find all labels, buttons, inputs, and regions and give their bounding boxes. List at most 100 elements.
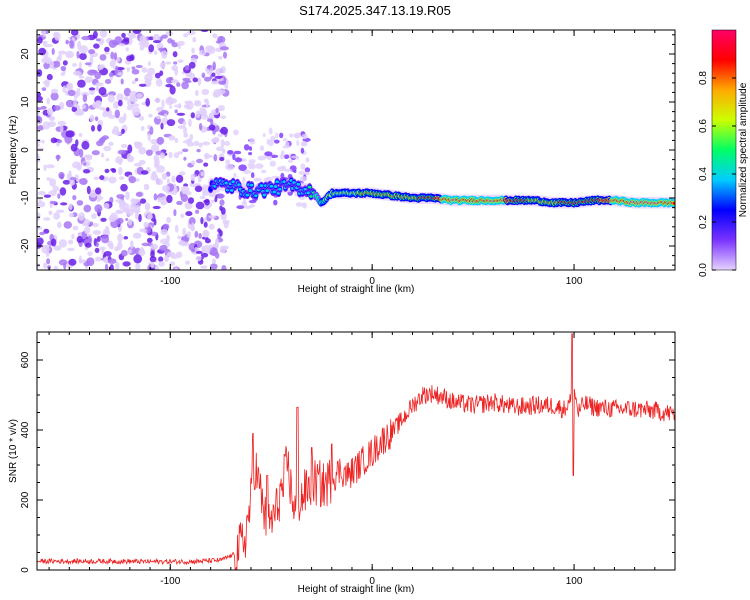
noise-blob: [288, 133, 294, 138]
noise-blob: [104, 79, 112, 84]
noise-blob: [77, 79, 86, 88]
noise-blob: [170, 79, 179, 84]
noise-blob: [155, 78, 163, 87]
noise-blob: [76, 88, 81, 97]
noise-blob: [184, 80, 192, 83]
noise-blob: [65, 130, 75, 138]
noise-blob: [68, 258, 77, 266]
noise-blob: [37, 237, 44, 246]
noise-blob: [43, 194, 52, 198]
spectrogram-x-ticks: -100 0 100: [48, 30, 676, 287]
noise-blob: [72, 63, 77, 67]
noise-blob: [94, 247, 100, 253]
noise-blob: [132, 232, 142, 239]
noise-blob: [49, 178, 57, 187]
noise-blob: [59, 187, 67, 196]
noise-blob: [93, 176, 100, 180]
noise-blob: [70, 30, 79, 36]
noise-blob: [100, 152, 105, 158]
noise-blob: [147, 213, 153, 220]
noise-blob: [165, 61, 172, 65]
noise-blob: [154, 98, 161, 103]
noise-blob: [53, 245, 62, 251]
noise-blob: [89, 114, 95, 122]
noise-blob: [150, 231, 158, 237]
noise-blob: [98, 87, 107, 96]
colorbar: 0.0 0.2 0.4 0.6 0.8 Normalized spectral ampl…: [698, 29, 749, 277]
noise-blob: [138, 213, 142, 223]
noise-blob: [159, 62, 166, 69]
noise-blob: [136, 93, 143, 99]
snr-x-ticks: -100 0 100: [48, 332, 676, 587]
noise-blob: [212, 33, 218, 39]
noise-blob: [169, 98, 178, 104]
noise-blob: [56, 154, 60, 162]
noise-blob: [179, 171, 186, 176]
noise-blob: [243, 144, 250, 151]
noise-blob: [78, 75, 85, 79]
noise-blob: [108, 215, 117, 223]
noise-blob: [138, 83, 147, 87]
noise-blob: [174, 68, 178, 76]
noise-blob: [50, 88, 59, 94]
noise-blob: [107, 94, 115, 103]
noise-blob: [185, 211, 193, 217]
noise-blob: [188, 118, 192, 127]
noise-blob: [177, 125, 186, 129]
noise-blob: [104, 46, 110, 53]
noise-blob: [203, 221, 208, 228]
noise-blob: [130, 240, 134, 250]
noise-blob: [124, 96, 129, 101]
noise-blob: [210, 263, 218, 270]
noise-blob: [37, 95, 43, 102]
noise-blob: [268, 127, 273, 135]
snr-panel: -100 0 100 0 200 400 600 Height of straight l…: [8, 331, 676, 595]
noise-blob: [119, 203, 126, 208]
noise-blob: [210, 119, 214, 126]
noise-blob: [195, 209, 200, 214]
spectrogram-ylabel: Frequency (Hz): [8, 116, 19, 185]
noise-blob: [224, 84, 229, 89]
noise-blob: [284, 168, 293, 172]
noise-blob: [200, 265, 208, 269]
noise-blob: [69, 213, 74, 218]
noise-blob: [115, 199, 124, 203]
noise-blob: [213, 136, 220, 143]
noise-blob: [200, 217, 204, 225]
noise-blob: [154, 159, 160, 167]
noise-blob: [211, 72, 216, 77]
noise-blob: [130, 202, 137, 212]
noise-blob: [287, 159, 294, 163]
noise-blob: [46, 73, 53, 81]
noise-blob: [132, 106, 141, 116]
noise-blob: [94, 204, 103, 213]
noise-blob: [180, 213, 184, 219]
noise-blob: [227, 150, 234, 155]
noise-blob: [74, 110, 84, 116]
noise-blob: [65, 99, 75, 108]
noise-blob: [89, 55, 94, 65]
noise-blob: [126, 67, 130, 72]
noise-blob: [123, 236, 129, 240]
noise-blob: [117, 233, 123, 243]
noise-blob: [126, 153, 132, 162]
noise-blob: [174, 137, 179, 144]
noise-blob: [51, 60, 61, 68]
noise-blob: [120, 249, 128, 257]
noise-blob: [160, 201, 166, 206]
noise-blob: [200, 30, 209, 33]
noise-blob: [127, 249, 133, 254]
noise-blob: [219, 156, 225, 162]
noise-blob: [196, 148, 201, 153]
noise-blob: [41, 139, 45, 144]
noise-blob: [50, 92, 59, 101]
noise-blob: [42, 40, 48, 45]
noise-blob: [117, 241, 123, 250]
noise-blob: [131, 66, 136, 70]
noise-blob: [218, 56, 223, 60]
noise-blob: [188, 61, 196, 69]
noise-blob: [143, 221, 149, 228]
noise-blob: [37, 125, 44, 131]
noise-blob: [182, 120, 187, 127]
noise-blob: [115, 261, 120, 270]
